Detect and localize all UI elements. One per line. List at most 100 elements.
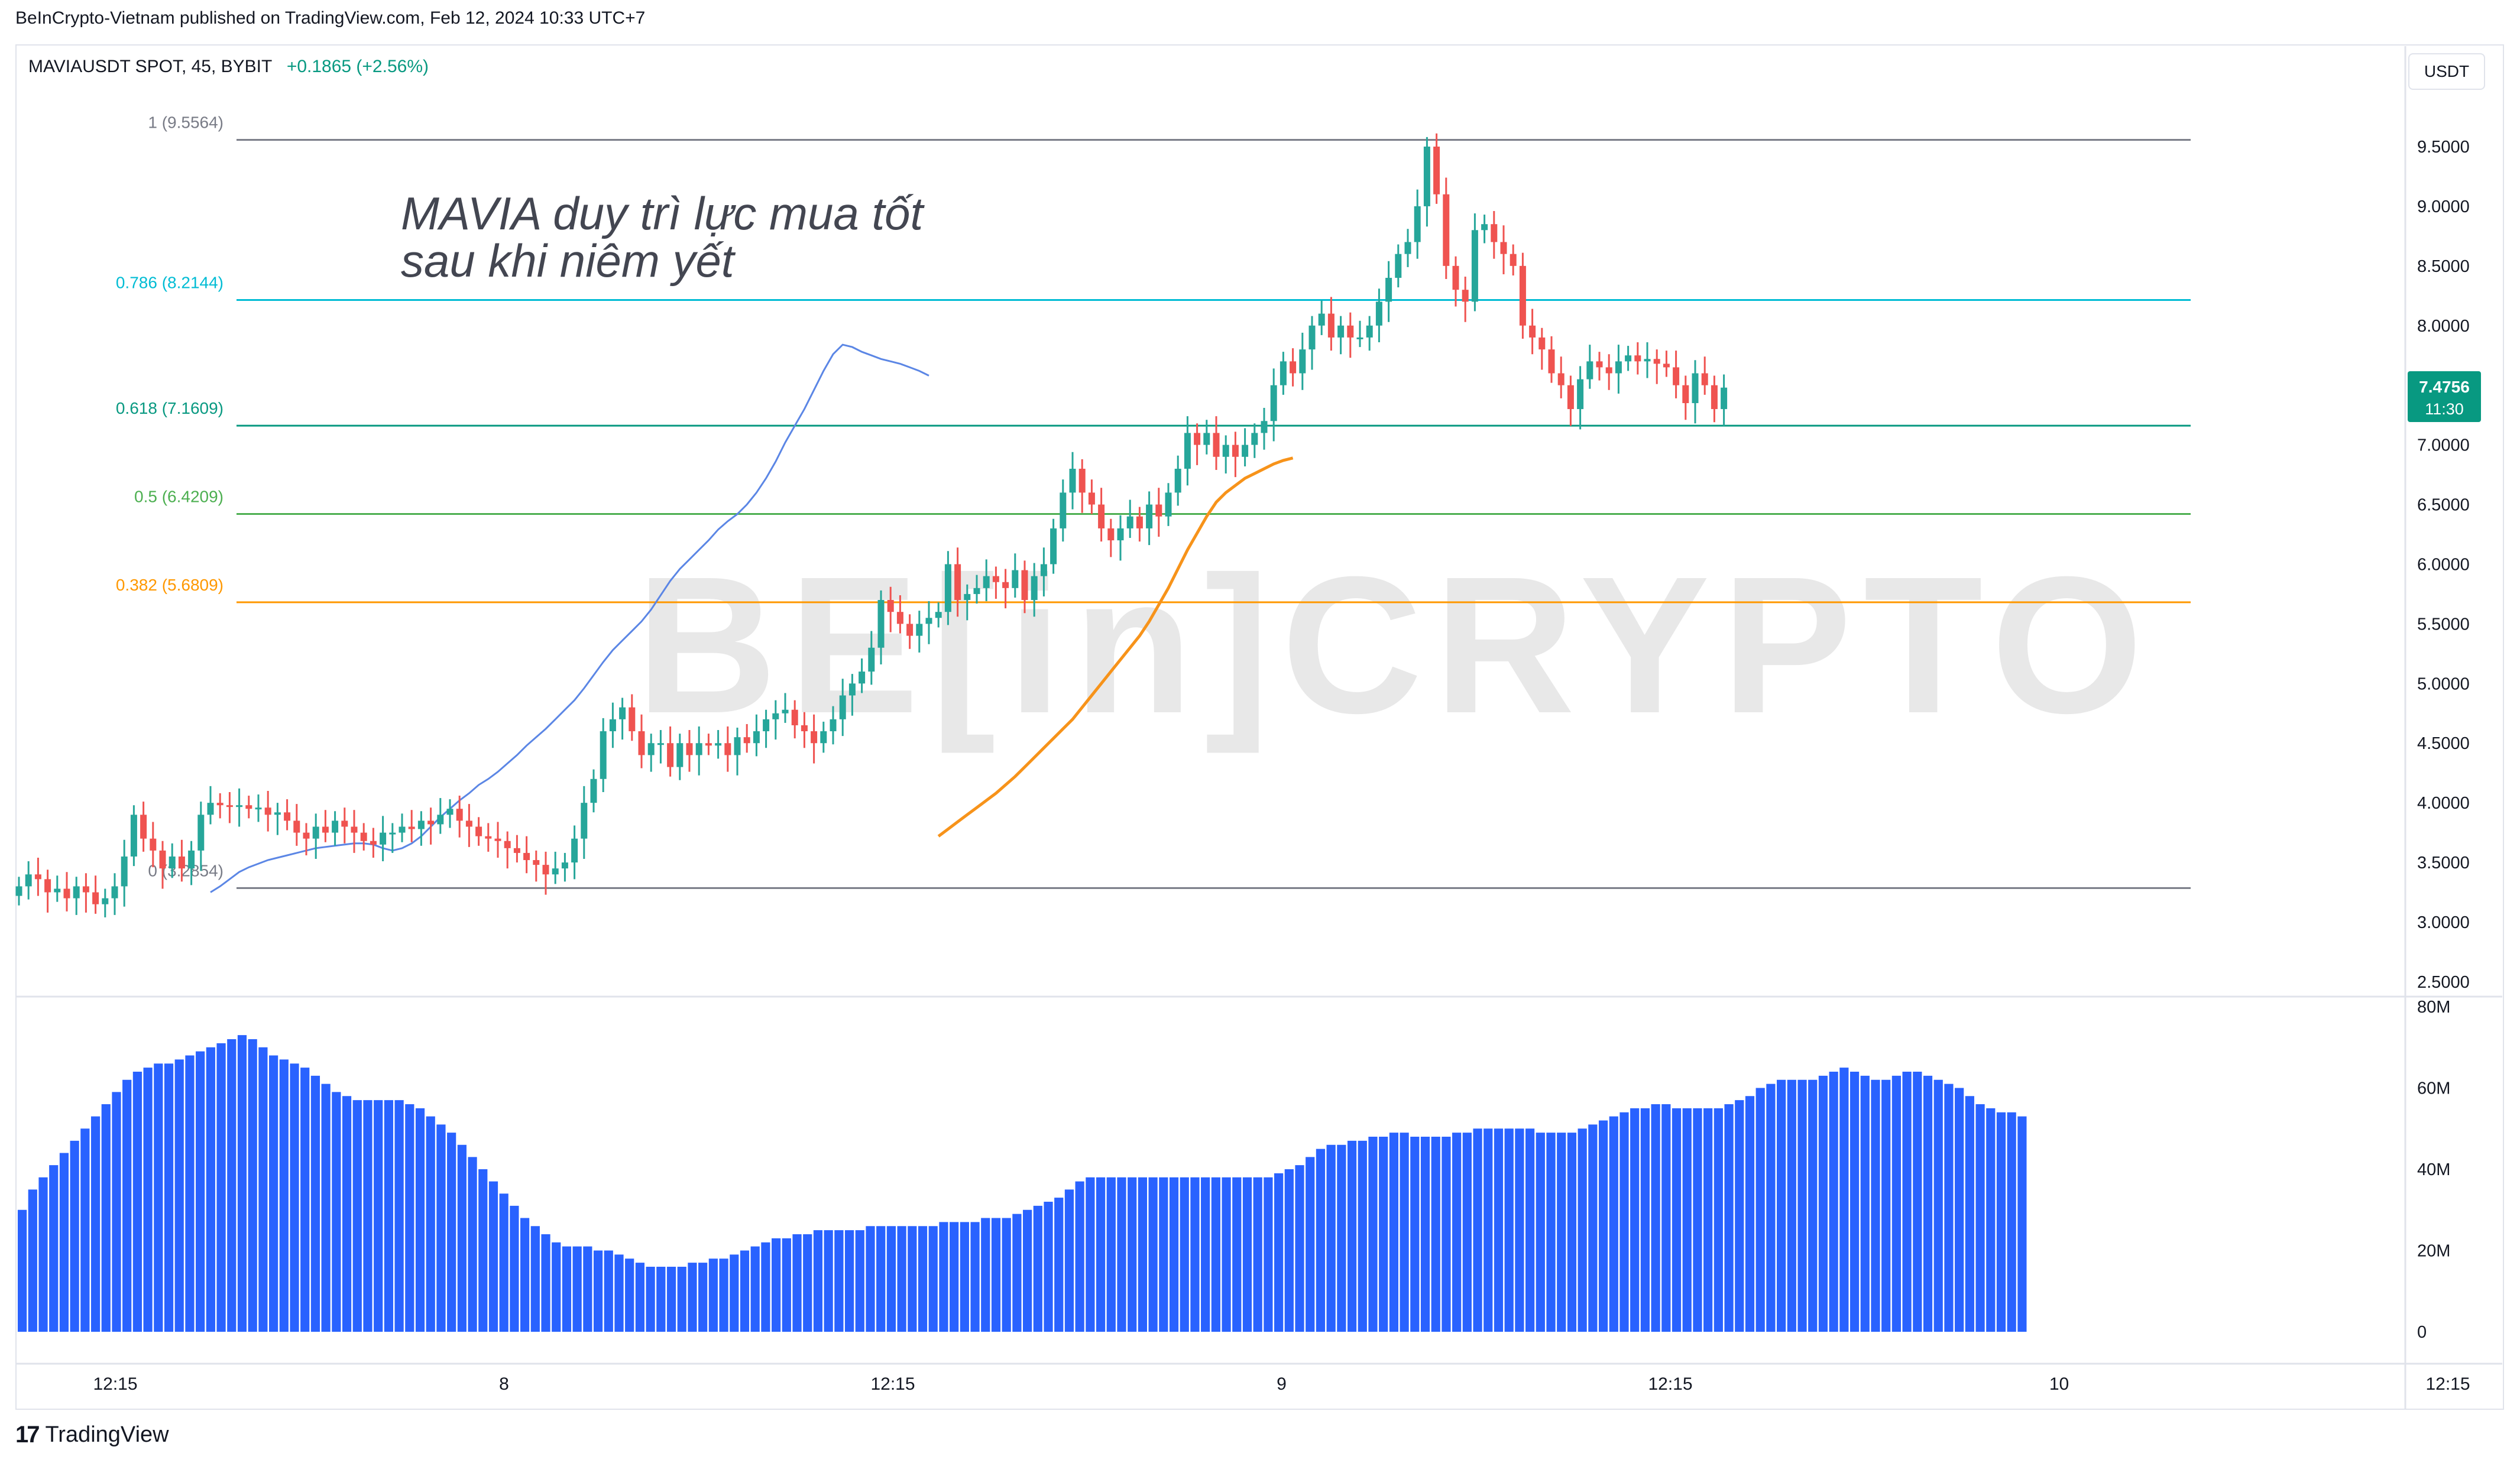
annotation-line-2[interactable]: sau khi niêm yết — [401, 235, 736, 287]
volume-bar — [227, 1039, 237, 1332]
price-tick-label: 8.5000 — [2417, 257, 2470, 276]
volume-bar — [1578, 1128, 1587, 1332]
volume-bar — [1891, 1075, 1901, 1332]
tradingview-logo-icon: 17 — [15, 1422, 40, 1448]
volume-bar — [698, 1263, 708, 1332]
candle-body — [1567, 385, 1574, 410]
candle-body — [399, 826, 406, 833]
candle-body — [494, 838, 501, 841]
candle-body — [1615, 361, 1622, 374]
time-tick-label: 12:15 — [870, 1374, 915, 1394]
candle-body — [1471, 230, 1478, 302]
candle-body — [1290, 361, 1297, 374]
symbol-change: +0.1865 (+2.56%) — [286, 57, 429, 76]
volume-bar — [1211, 1177, 1220, 1332]
volume-bar — [1923, 1075, 1933, 1332]
price-tick-label: 9.0000 — [2417, 197, 2470, 216]
candle-body — [638, 731, 645, 755]
volume-bar — [1064, 1189, 1074, 1332]
candle-body — [533, 860, 540, 865]
volume-bar — [813, 1230, 823, 1332]
volume-bar — [928, 1226, 938, 1332]
candle-body — [475, 826, 482, 836]
price-tick-label: 2.5000 — [2417, 973, 2470, 992]
ma-fast-line — [210, 343, 929, 893]
fib-label-1: 0.786 (8.2144) — [116, 273, 224, 291]
candle-body — [590, 778, 597, 803]
candle-body — [916, 624, 923, 636]
candle-body — [705, 743, 712, 746]
candle-body — [1126, 516, 1133, 528]
candle-body — [1098, 504, 1105, 528]
volume-bar — [1389, 1133, 1398, 1332]
candle-body — [1673, 367, 1680, 385]
currency-button[interactable]: USDT — [2408, 53, 2485, 90]
candle-body — [753, 731, 760, 744]
time-tick-label: 8 — [499, 1374, 509, 1394]
volume-bar — [1400, 1133, 1409, 1332]
candle-body — [1500, 242, 1507, 254]
volume-bar — [164, 1063, 174, 1332]
volume-bar — [541, 1234, 550, 1332]
volume-bar — [1787, 1079, 1796, 1332]
price-axis[interactable]: 9.50009.00008.50008.00007.50007.00006.50… — [2417, 138, 2470, 992]
volume-bar — [719, 1258, 728, 1332]
volume-tick-label: 60M — [2417, 1079, 2450, 1098]
candle-body — [197, 815, 205, 851]
candle-body — [1213, 433, 1220, 457]
volume-bar — [1504, 1128, 1514, 1332]
volume-bar — [1913, 1072, 1922, 1332]
candle-body — [274, 812, 281, 815]
candle-body — [236, 805, 243, 807]
volume-bar — [1965, 1096, 1974, 1332]
candle-body — [1653, 359, 1660, 364]
volume-bar — [1180, 1177, 1189, 1332]
candle-body — [1174, 468, 1181, 493]
volume-bar — [2017, 1116, 2027, 1332]
annotation-line-1[interactable]: MAVIA duy trì lực mua tốt — [401, 187, 925, 239]
candle-body — [619, 707, 626, 719]
last-price-badge: 7.4756 11:30 — [2408, 371, 2481, 422]
volume-bar — [1316, 1149, 1326, 1332]
volume-bar — [1714, 1108, 1723, 1332]
volume-bar — [447, 1133, 456, 1332]
volume-bar — [1358, 1140, 1367, 1332]
volume-bar — [950, 1222, 959, 1332]
moving-averages — [210, 343, 1294, 893]
volume-bar — [352, 1100, 362, 1332]
candle-body — [1577, 379, 1584, 410]
candle-body — [293, 820, 300, 833]
volume-bar — [970, 1222, 980, 1332]
candle-body — [1280, 361, 1287, 385]
volume-bar — [436, 1124, 446, 1332]
volume-bar — [300, 1068, 310, 1332]
volume-bar — [656, 1267, 666, 1332]
symbol-legend[interactable]: MAVIAUSDT SPOT, 45, BYBIT +0.1865 (+2.56… — [28, 57, 429, 77]
volume-bar — [1159, 1177, 1168, 1332]
volume-bar — [415, 1108, 425, 1332]
volume-bar — [981, 1218, 990, 1332]
volume-bar — [143, 1068, 153, 1332]
volume-bar — [1379, 1137, 1388, 1332]
tradingview-logo[interactable]: 17 TradingView — [15, 1422, 169, 1448]
volume-bar — [342, 1096, 352, 1332]
candle-body — [216, 803, 224, 806]
fibonacci-retracement[interactable]: 1 (9.5564) 0.786 (8.2144) 0.618 (7.1609) 0.… — [116, 113, 2191, 889]
fib-label-3: 0.5 (6.4209) — [134, 488, 224, 506]
volume-bar — [2007, 1112, 2016, 1332]
candle-body — [1069, 468, 1076, 493]
volume-bar — [593, 1250, 603, 1332]
volume-bar — [1525, 1128, 1535, 1332]
candle-body — [859, 672, 866, 684]
time-tick-label: 9 — [1277, 1374, 1287, 1394]
volume-tick-label: 20M — [2417, 1242, 2450, 1261]
volume-bar — [1860, 1075, 1870, 1332]
volume-bar — [1148, 1177, 1158, 1332]
candle-body — [983, 576, 990, 588]
volume-bar — [1431, 1137, 1440, 1332]
candle-body — [130, 815, 137, 857]
volume-bar — [1515, 1128, 1524, 1332]
volume-bar — [1944, 1084, 1954, 1332]
